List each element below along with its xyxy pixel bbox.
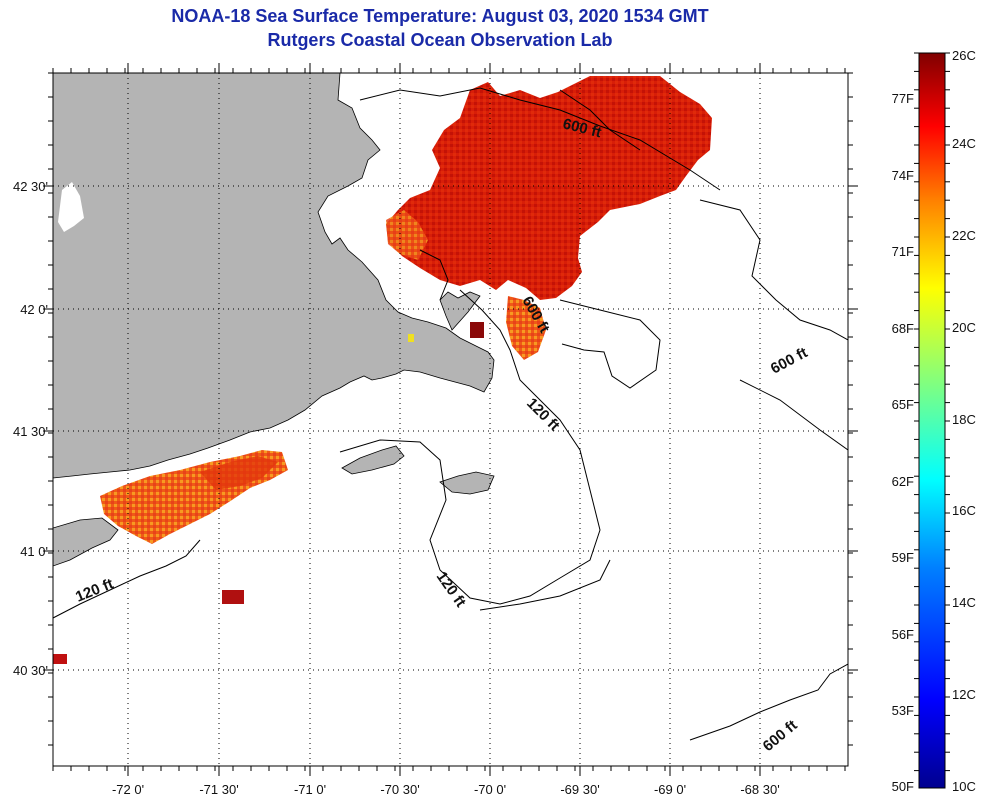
colorbar-f-label: 56F [892, 627, 914, 642]
sst-spot-4 [408, 334, 414, 342]
colorbar-c-label: 26C [952, 48, 976, 63]
bathymetry-contours [53, 87, 848, 741]
sst-plume-cape-outer [506, 296, 546, 360]
sst-plume-orange-edge [386, 210, 428, 260]
map-title: NOAA-18 Sea Surface Temperature: August … [171, 6, 709, 26]
colorbar-c-label: 24C [952, 136, 976, 151]
colorbar-celsius-labels: 26C 24C 22C 20C 18C 16C 14C 12C 10C [952, 48, 976, 794]
sst-plume-gulf-of-maine [386, 76, 712, 300]
colorbar-ticks [914, 52, 950, 772]
colorbar-c-label: 14C [952, 595, 976, 610]
colorbar-f-label: 65F [892, 397, 914, 412]
colorbar-f-label: 68F [892, 321, 914, 336]
lon-label: -71 0' [294, 782, 326, 797]
colorbar-c-label: 22C [952, 228, 976, 243]
colorbar-f-label: 77F [892, 91, 914, 106]
colorbar-fahrenheit-labels: 77F 74F 71F 68F 65F 62F 59F 56F 53F 50F [892, 91, 914, 794]
colorbar-f-label: 50F [892, 779, 914, 794]
colorbar-c-label: 20C [952, 320, 976, 335]
land-marthas-vineyard [341, 445, 405, 475]
lon-label: -69 30' [560, 782, 599, 797]
colorbar-c-label: 18C [952, 412, 976, 427]
land-long-island [53, 517, 119, 567]
colorbar-c-label: 12C [952, 687, 976, 702]
colorbar-f-label: 62F [892, 474, 914, 489]
map-ticks [43, 63, 858, 776]
land-cape-cod [439, 291, 481, 331]
lon-label: -70 0' [474, 782, 506, 797]
latitude-labels: 42 30' 42 0' 41 30' 41 0' 40 30' [13, 179, 48, 678]
cloud-patch [58, 182, 84, 232]
colorbar-f-label: 59F [892, 550, 914, 565]
map-subtitle: Rutgers Coastal Ocean Observation Lab [267, 30, 613, 50]
lon-label: -68 30' [740, 782, 779, 797]
colorbar-f-label: 71F [892, 244, 914, 259]
longitude-labels: -72 0' -71 30' -71 0' -70 30' -70 0' -69… [112, 782, 780, 797]
colorbar-c-label: 16C [952, 503, 976, 518]
sst-plume-southern-red [200, 456, 278, 490]
colorbar-f-label: 74F [892, 168, 914, 183]
lat-label: 41 30' [13, 424, 48, 439]
lon-label: -71 30' [199, 782, 238, 797]
lat-label: 41 0' [20, 544, 48, 559]
lat-label: 42 0' [20, 302, 48, 317]
graticule [53, 73, 848, 766]
lon-label: -69 0' [654, 782, 686, 797]
map-frame [52, 72, 849, 767]
sst-spot-2 [53, 654, 67, 664]
colorbar-f-label: 53F [892, 703, 914, 718]
lon-label: -70 30' [380, 782, 419, 797]
land-nantucket [439, 471, 495, 495]
lon-label: -72 0' [112, 782, 144, 797]
sst-spot-3 [470, 322, 484, 338]
sst-spot-1 [222, 590, 244, 604]
colorbar-c-label: 10C [952, 779, 976, 794]
lat-label: 42 30' [13, 179, 48, 194]
lat-label: 40 30' [13, 663, 48, 678]
colorbar-gradient [918, 52, 946, 789]
